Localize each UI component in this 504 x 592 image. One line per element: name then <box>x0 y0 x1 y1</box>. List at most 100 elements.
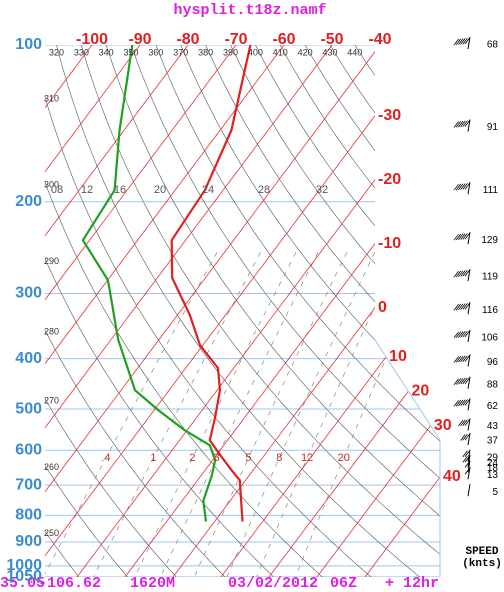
barb-tick <box>460 303 466 310</box>
x-tick-label: 40 <box>443 468 461 485</box>
wind-speed-label: 29 <box>487 452 499 463</box>
dry-adiabat <box>45 45 88 577</box>
y-tick-label: 300 <box>15 285 42 302</box>
dry-adiabat <box>77 45 440 577</box>
wind-barb <box>467 484 471 497</box>
mixing-ratio-line <box>189 252 348 577</box>
wind-speed-label: 13 <box>487 470 499 481</box>
x-tick-label: -90 <box>128 31 151 48</box>
footer-time: 06Z <box>330 575 357 592</box>
wind-barb <box>467 376 471 389</box>
moist-label: 16 <box>114 184 126 196</box>
moist-label: 28 <box>258 184 270 196</box>
theta-label: 270 <box>44 395 59 405</box>
y-tick-label: 600 <box>15 442 42 459</box>
barb-tick <box>462 399 468 406</box>
barb-tick <box>453 38 459 46</box>
wind-barb <box>467 449 471 462</box>
x-tick-label: -40 <box>368 31 391 48</box>
wind-barb <box>467 432 471 446</box>
mixing-ratio-label: 1 <box>150 452 156 464</box>
theta-label: 350 <box>124 47 139 57</box>
isotherm <box>45 45 333 577</box>
barb-tick <box>455 331 462 338</box>
y-tick-label: 100 <box>15 36 42 53</box>
barb-tick <box>462 183 468 190</box>
barb-tick <box>458 270 464 277</box>
wind-barb <box>467 455 471 468</box>
x-tick-label: -80 <box>176 31 199 48</box>
barb-tick <box>453 303 459 311</box>
y-tick-label: 400 <box>15 350 42 367</box>
barb-tick <box>464 120 470 127</box>
barb-tick <box>462 330 468 338</box>
barb-tick <box>464 450 470 457</box>
wind-label: SPEED <box>465 546 498 558</box>
theta-label: 360 <box>148 47 163 57</box>
theta-label: 330 <box>74 47 89 57</box>
barb-tick <box>453 121 459 128</box>
barb-tick <box>460 331 466 338</box>
dry-adiabat <box>45 45 335 577</box>
barb-tick <box>462 270 468 277</box>
barb-tick <box>453 270 459 278</box>
wind-speed-label: 37 <box>487 436 499 447</box>
y-tick-label: 1000 <box>6 557 42 574</box>
barb-tick <box>460 38 466 45</box>
barb-tick <box>458 233 464 241</box>
wind-speed-label: 24 <box>487 458 499 469</box>
x-tick-label: 10 <box>389 348 407 365</box>
barb-tick <box>462 355 468 362</box>
barb-tick <box>458 331 464 338</box>
barb-tick <box>460 419 466 427</box>
dry-adiabat <box>120 45 440 577</box>
dry-adiabat <box>45 45 384 577</box>
barb-tick <box>458 303 464 311</box>
theta-label: 320 <box>49 47 64 57</box>
barb-tick <box>455 399 462 407</box>
dry-adiabat <box>56 45 440 577</box>
barb-tick <box>458 419 464 427</box>
footer-lon: -106.62 <box>38 575 101 592</box>
barb-tick <box>464 419 470 426</box>
dry-adiabat <box>45 45 236 577</box>
barb-tick <box>455 38 462 46</box>
barb-tick <box>464 330 470 338</box>
moist-label: 32 <box>316 184 328 196</box>
theta-label: 440 <box>347 47 362 57</box>
dry-adiabat <box>163 45 440 577</box>
barb-tick <box>455 183 462 191</box>
isotherm <box>45 45 141 577</box>
wind-speed-label: 62 <box>487 401 499 412</box>
isotherm <box>45 45 189 577</box>
wind-barb <box>467 182 471 195</box>
mixing-ratio-label: 20 <box>338 452 350 464</box>
dry-adiabat <box>45 45 187 577</box>
wind-barb <box>467 418 471 431</box>
x-tick-label: -30 <box>378 107 401 124</box>
mixing-ratio-label: 2 <box>189 452 195 464</box>
mixing-ratio-line <box>251 252 401 577</box>
barb-tick <box>462 456 468 463</box>
barb-tick <box>460 355 466 363</box>
chart-title: hysplit.t18z.namf <box>173 2 326 19</box>
dry-adiabat <box>142 45 440 577</box>
barb-tick <box>460 183 466 190</box>
mixing-ratio-line <box>155 252 319 577</box>
x-tick-label: -100 <box>76 31 108 48</box>
wind-barb <box>467 302 471 315</box>
isotherm <box>268 45 440 577</box>
barb-tick <box>462 37 468 45</box>
barb-tick <box>458 399 464 407</box>
barb-tick <box>464 399 470 406</box>
wind-speed-label: 129 <box>481 235 498 246</box>
y-tick-label: 200 <box>15 193 42 210</box>
y-tick-label: 700 <box>15 476 42 493</box>
barb-tick <box>464 461 470 468</box>
barb-tick <box>460 270 466 277</box>
barb-tick <box>464 232 470 240</box>
barb-tick <box>453 378 459 385</box>
